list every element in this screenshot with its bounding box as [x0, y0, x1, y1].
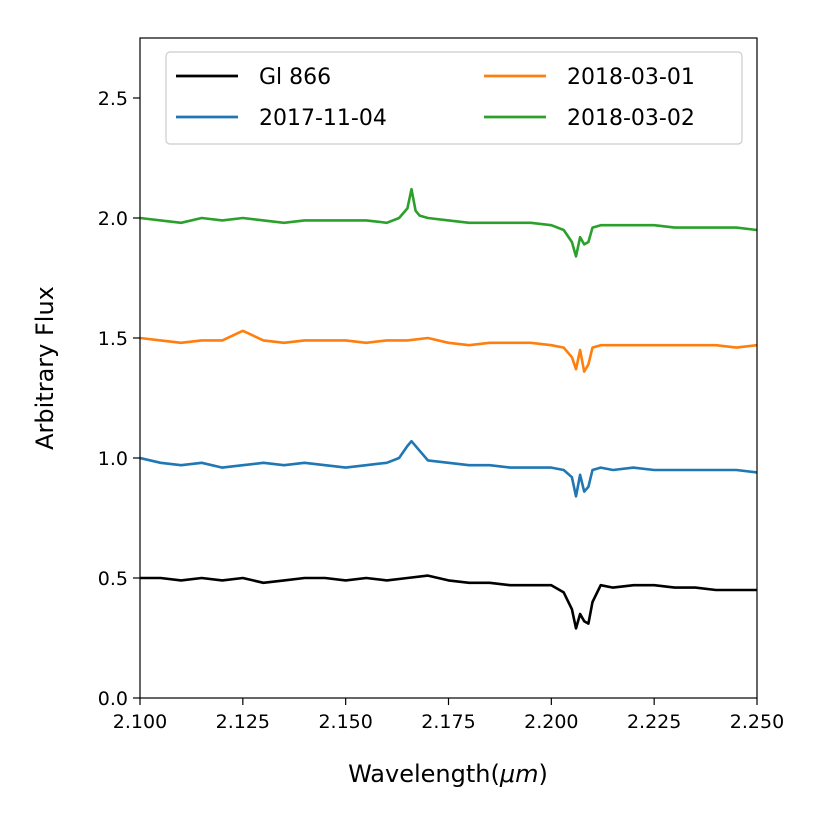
x-axis-label: Wavelength(μm) [348, 760, 548, 788]
legend-label-2017-11-04: 2017-11-04 [259, 106, 387, 131]
legend-label-2018-03-01: 2018-03-01 [567, 65, 695, 90]
y-tick-label: 2.0 [98, 208, 128, 230]
plot-background [140, 38, 757, 698]
x-axis: 2.100 2.125 2.150 2.175 2.200 2.225 2.250 [113, 698, 784, 733]
y-tick-label: 0.5 [98, 568, 128, 590]
x-axis-label-close: ) [539, 760, 548, 788]
series-line-2018-03-02 [140, 187, 757, 258]
legend-box [165, 51, 743, 145]
legend-label-2018-03-02: 2018-03-02 [567, 106, 695, 131]
y-axis: 0.0 0.5 1.0 1.5 2.0 2.5 [98, 88, 140, 710]
y-tick-label: 2.5 [98, 88, 128, 110]
x-tick-label: 2.100 [113, 711, 167, 733]
x-tick-label: 2.175 [421, 711, 475, 733]
series-line-2017-11-04 [140, 439, 757, 498]
legend-label-gl-866: Gl 866 [259, 65, 331, 90]
y-tick-label: 1.5 [98, 328, 128, 350]
series-line-2018-03-01 [140, 329, 757, 373]
y-tick-label: 0.0 [98, 688, 128, 710]
y-tick-label: 1.0 [98, 448, 128, 470]
legend: Gl 866 2017-11-04 2018-03-01 2018-03-02 [165, 51, 743, 145]
x-axis-label-unit: μm [499, 760, 539, 788]
x-tick-label: 2.200 [524, 711, 578, 733]
x-tick-label: 2.150 [318, 711, 372, 733]
x-tick-label: 2.225 [627, 711, 681, 733]
series-line-gl-866 [140, 574, 757, 630]
x-tick-label: 2.125 [216, 711, 270, 733]
x-axis-label-text: Wavelength( [348, 760, 500, 788]
plot-area [139, 37, 758, 699]
series-layer [140, 187, 757, 630]
y-axis-label: Arbitrary Flux [31, 286, 59, 450]
x-tick-label: 2.250 [730, 711, 784, 733]
